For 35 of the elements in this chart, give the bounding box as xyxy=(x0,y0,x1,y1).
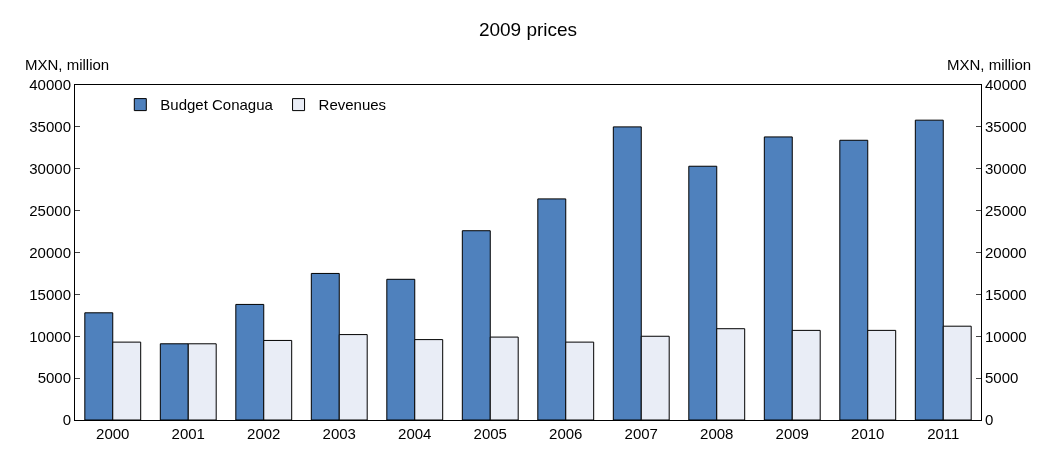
y2-tick-label: 20000 xyxy=(985,243,1027,261)
x-tick-label: 2011 xyxy=(927,425,960,442)
y-tick-label: 35000 xyxy=(29,118,71,136)
x-tick-label: 2002 xyxy=(247,425,281,442)
y-tick-label: 10000 xyxy=(29,327,71,345)
x-tick-label: 2005 xyxy=(473,425,507,442)
y-tick-label: 15000 xyxy=(29,285,71,303)
y2-tick-label: 15000 xyxy=(985,285,1027,303)
y2-tick-label: 0 xyxy=(985,411,994,429)
y2-tick-label: 5000 xyxy=(985,369,1019,387)
x-tick-label: 2000 xyxy=(96,425,130,442)
y2-axis-title: MXN, million xyxy=(947,56,1032,73)
y-tick-label: 0 xyxy=(62,411,71,429)
x-tick-label: 2001 xyxy=(171,425,205,442)
y2-tick-label: 35000 xyxy=(985,118,1027,136)
chart-title: 2009 prices xyxy=(478,19,578,40)
y-tick-label: 20000 xyxy=(29,243,71,261)
y-tick-label: 40000 xyxy=(29,76,71,94)
y-tick-label: 25000 xyxy=(29,201,71,219)
y-axis-title: MXN, million xyxy=(25,56,110,73)
y2-tick-label: 10000 xyxy=(985,327,1027,345)
legend-label: Revenues xyxy=(318,96,387,114)
x-tick-label: 2006 xyxy=(549,425,583,442)
y-tick-label: 30000 xyxy=(29,160,71,177)
x-tick-label: 2007 xyxy=(624,425,658,442)
x-tick-label: 2008 xyxy=(700,425,734,442)
x-tick-label: 2003 xyxy=(322,425,356,442)
y2-tick-label: 30000 xyxy=(985,160,1027,177)
x-tick-label: 2010 xyxy=(851,425,885,442)
y-tick-label: 5000 xyxy=(37,369,71,387)
legend-label: Budget Conagua xyxy=(160,96,274,114)
y2-tick-label: 25000 xyxy=(985,201,1027,219)
x-tick-label: 2009 xyxy=(775,425,809,442)
x-tick-label: 2004 xyxy=(398,425,432,442)
y2-tick-label: 40000 xyxy=(985,76,1027,94)
